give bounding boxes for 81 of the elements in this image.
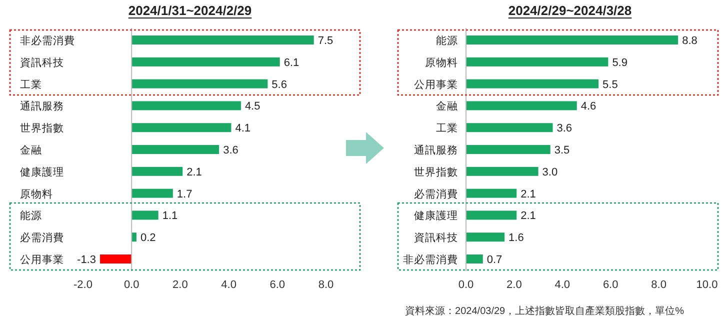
- bar: [132, 210, 158, 220]
- x-tick-label: -2.0: [74, 279, 92, 291]
- x-tick-label: 0.0: [124, 279, 140, 291]
- data-label: 3.6: [556, 122, 572, 135]
- data-label: 4.6: [580, 100, 596, 113]
- bar: [466, 57, 608, 66]
- data-label: 1.1: [162, 210, 178, 222]
- y-tick-label: 金融: [436, 100, 458, 113]
- bar: [466, 79, 599, 88]
- y-tick-label: 公用事業: [20, 253, 64, 266]
- data-label: 1.6: [508, 232, 524, 244]
- bar: [466, 254, 483, 264]
- bar: [466, 166, 538, 176]
- data-label: 4.5: [244, 100, 260, 113]
- source-note: 資料來源：2024/03/29，上述指數皆取自產業類股指數，單位%: [405, 305, 684, 317]
- y-tick-label: 必需消費: [414, 187, 458, 200]
- x-tick-label: 8.0: [651, 279, 666, 291]
- data-label: 5.9: [612, 56, 628, 69]
- bar: [466, 188, 517, 198]
- bar: [132, 188, 173, 198]
- bar: [132, 145, 220, 154]
- x-tick-label: 0.0: [458, 279, 474, 291]
- y-tick-label: 非必需消費: [20, 34, 75, 47]
- y-tick-label: 原物料: [20, 187, 53, 200]
- y-tick-label: 健康護理: [20, 165, 64, 178]
- x-tick-label: 6.0: [602, 279, 618, 291]
- x-tick-label: 4.0: [221, 279, 236, 291]
- data-label: 5.6: [272, 78, 287, 91]
- data-label: 3.6: [223, 144, 238, 156]
- bar: [466, 36, 678, 44]
- data-label: 4.1: [235, 122, 251, 135]
- bar: [132, 36, 314, 44]
- bar: [132, 79, 268, 88]
- chart-title: 2024/2/29~2024/3/28: [508, 3, 632, 18]
- bar: [466, 101, 577, 110]
- x-tick-label: 2.0: [172, 279, 188, 291]
- y-tick-label: 資訊科技: [20, 56, 64, 69]
- y-tick-label: 資訊科技: [414, 231, 458, 244]
- y-tick-label: 金融: [20, 144, 42, 156]
- chart-title: 2024/1/31~2024/2/29: [128, 3, 252, 18]
- y-tick-label: 公用事業: [414, 78, 458, 91]
- y-tick-label: 原物料: [425, 56, 458, 69]
- y-tick-label: 世界指數: [414, 165, 458, 178]
- bar: [466, 232, 505, 242]
- data-label: 2.1: [520, 188, 536, 200]
- bar: [466, 210, 517, 220]
- bar: [466, 123, 553, 132]
- data-label: 7.5: [318, 35, 334, 47]
- y-tick-label: 非必需消費: [403, 253, 458, 266]
- x-tick-label: 4.0: [554, 279, 570, 291]
- bar: [132, 123, 232, 132]
- bar: [132, 166, 183, 176]
- data-label: 3.5: [554, 144, 570, 156]
- y-tick-label: 工業: [20, 78, 42, 91]
- data-label: 2.1: [186, 166, 202, 178]
- bar: [466, 145, 550, 154]
- y-tick-label: 必需消費: [20, 231, 64, 244]
- x-tick-label: 10.0: [696, 279, 718, 291]
- data-label: 8.8: [682, 35, 698, 47]
- data-label: 2.1: [520, 210, 536, 222]
- bar: [132, 101, 241, 110]
- bar: [132, 232, 136, 242]
- bar: [132, 57, 280, 66]
- x-tick-label: 2.0: [506, 279, 522, 291]
- y-tick-label: 世界指數: [20, 122, 64, 135]
- bar: [100, 254, 132, 264]
- data-label: 6.1: [284, 56, 300, 69]
- data-label: 5.5: [602, 78, 618, 91]
- y-tick-label: 工業: [436, 122, 458, 135]
- data-label: 0.7: [486, 254, 502, 266]
- y-tick-label: 能源: [20, 209, 42, 222]
- data-label: 1.7: [176, 188, 192, 200]
- y-tick-label: 健康護理: [414, 209, 458, 222]
- y-tick-label: 通訊服務: [414, 144, 458, 156]
- data-label: 3.0: [542, 166, 558, 178]
- x-tick-label: 6.0: [270, 279, 286, 291]
- x-tick-label: 8.0: [318, 279, 334, 291]
- data-label: 0.2: [140, 232, 156, 244]
- y-tick-label: 通訊服務: [20, 100, 64, 113]
- y-tick-label: 能源: [436, 34, 458, 47]
- data-label: -1.3: [77, 254, 96, 266]
